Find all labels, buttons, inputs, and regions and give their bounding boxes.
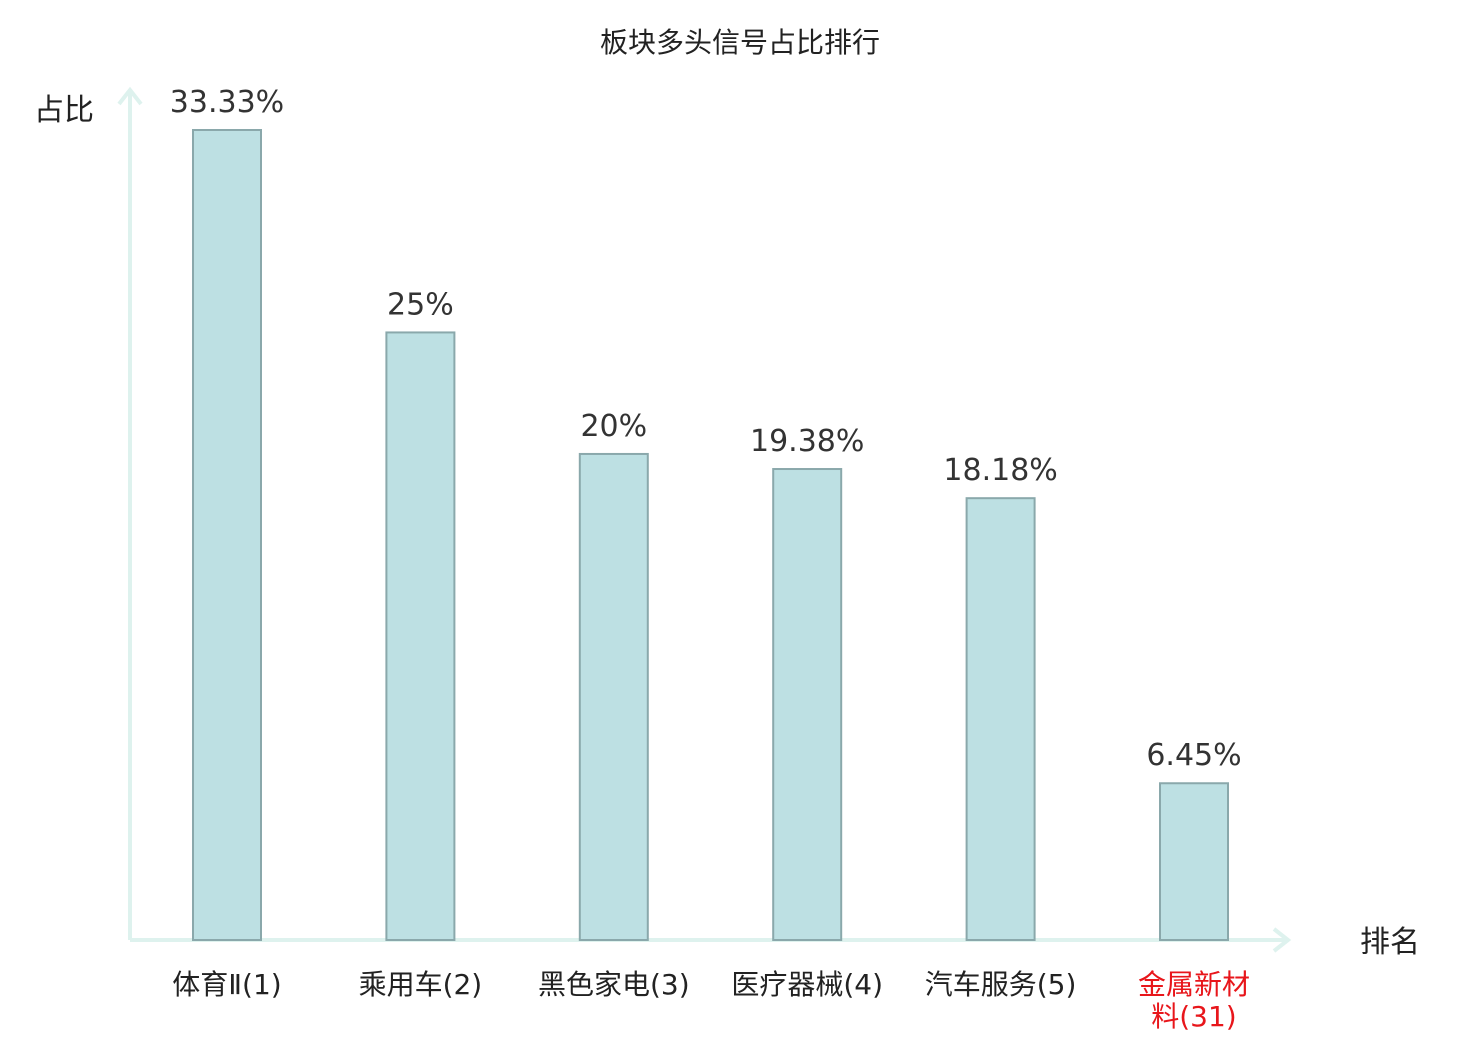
chart-title: 板块多头信号占比排行 [600, 26, 880, 59]
value-label-3: 20% [580, 409, 647, 444]
category-label-6-line-2: 料(31) [1151, 1000, 1236, 1033]
bar-1 [192, 129, 262, 941]
category-label-2: 乘用车(2) [359, 968, 483, 1001]
value-label-6: 6.45% [1146, 738, 1241, 773]
category-label-4: 医疗器械(4) [731, 968, 883, 1001]
x-axis-arrow [1272, 927, 1292, 953]
category-label-5: 汽车服务(5) [925, 968, 1077, 1001]
y-axis-label: 占比 [34, 93, 94, 128]
category-labels: 体育Ⅱ(1) 乘用车(2) 黑色家电(3) 医疗器械(4) 汽车服务(5) 金属新材料(3… [172, 968, 1250, 1033]
bar-2 [385, 331, 456, 941]
y-axis-arrow [117, 86, 143, 106]
bars [192, 129, 1229, 941]
category-label-6-line-1: 金属新材 [1138, 968, 1250, 1001]
category-label-1: 体育Ⅱ(1) [172, 968, 281, 1001]
category-label-3: 黑色家电(3) [538, 968, 690, 1001]
value-label-2: 25% [387, 287, 454, 322]
x-axis-label: 排名 [1360, 925, 1420, 960]
bar-4 [772, 468, 843, 941]
value-label-5: 18.18% [943, 453, 1057, 488]
bar-3 [578, 452, 649, 941]
value-label-1: 33.33% [170, 85, 284, 120]
bar-5 [965, 497, 1036, 941]
axes [117, 86, 1292, 953]
value-labels: 33.33% 25% 20% 19.38% 18.18% 6.45% [170, 85, 1242, 773]
bar-6 [1159, 782, 1229, 941]
value-label-4: 19.38% [750, 424, 864, 459]
